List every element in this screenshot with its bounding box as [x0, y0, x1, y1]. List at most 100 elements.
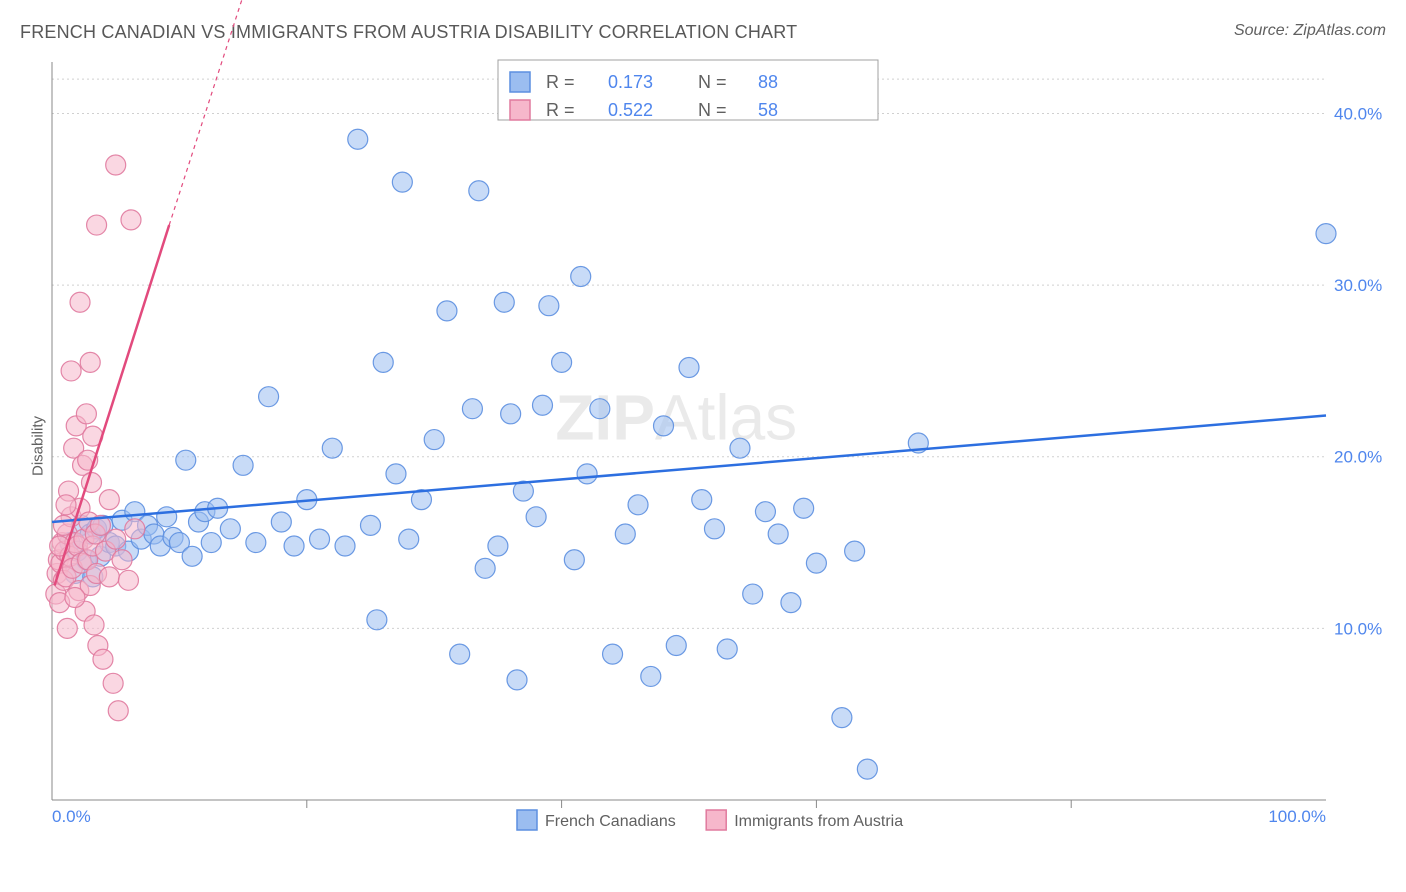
data-point: [641, 666, 661, 686]
data-point: [65, 587, 85, 607]
data-point: [692, 490, 712, 510]
data-point: [475, 558, 495, 578]
data-point: [392, 172, 412, 192]
data-point: [176, 450, 196, 470]
data-point: [93, 649, 113, 669]
data-point: [322, 438, 342, 458]
source-attribution: Source: ZipAtlas.com: [1234, 22, 1386, 40]
data-point: [233, 455, 253, 475]
data-point: [679, 357, 699, 377]
data-point: [424, 430, 444, 450]
data-point: [615, 524, 635, 544]
data-point: [125, 519, 145, 539]
data-point: [84, 615, 104, 635]
data-point: [108, 701, 128, 721]
data-point: [768, 524, 788, 544]
data-point: [577, 464, 597, 484]
data-point: [246, 533, 266, 553]
data-point: [628, 495, 648, 515]
data-point: [284, 536, 304, 556]
data-point: [564, 550, 584, 570]
data-point: [76, 404, 96, 424]
legend-r-label: R =: [546, 100, 575, 120]
legend-r-label: R =: [546, 72, 575, 92]
y-tick-label: 20.0%: [1334, 448, 1382, 467]
data-point: [450, 644, 470, 664]
data-point: [57, 618, 77, 638]
data-point: [157, 507, 177, 527]
data-point: [794, 498, 814, 518]
scatter-chart: 10.0%20.0%30.0%40.0%0.0%100.0%ZIPAtlasR …: [48, 58, 1386, 828]
data-point: [755, 502, 775, 522]
legend-swatch: [510, 72, 530, 92]
data-point: [106, 155, 126, 175]
data-point: [80, 352, 100, 372]
data-point: [781, 593, 801, 613]
data-point: [112, 550, 132, 570]
legend-series-label: Immigrants from Austria: [734, 813, 903, 830]
x-tick-label: 0.0%: [52, 807, 91, 826]
legend-r-value: 0.522: [608, 100, 653, 120]
data-point: [373, 352, 393, 372]
data-point: [654, 416, 674, 436]
data-point: [386, 464, 406, 484]
data-point: [99, 567, 119, 587]
plot-area: 10.0%20.0%30.0%40.0%0.0%100.0%ZIPAtlasR …: [48, 58, 1386, 828]
data-point: [259, 387, 279, 407]
data-point: [717, 639, 737, 659]
data-point: [70, 292, 90, 312]
data-point: [399, 529, 419, 549]
data-point: [494, 292, 514, 312]
data-point: [806, 553, 826, 573]
data-point: [462, 399, 482, 419]
legend-n-label: N =: [698, 100, 727, 120]
data-point: [348, 129, 368, 149]
y-axis-label: Disability: [30, 416, 47, 476]
data-point: [220, 519, 240, 539]
data-point: [121, 210, 141, 230]
data-point: [182, 546, 202, 566]
data-point: [590, 399, 610, 419]
data-point: [106, 529, 126, 549]
data-point: [61, 361, 81, 381]
data-point: [845, 541, 865, 561]
data-point: [743, 584, 763, 604]
data-point: [501, 404, 521, 424]
legend-series-label: French Canadians: [545, 813, 676, 830]
legend-swatch: [510, 100, 530, 120]
legend-r-value: 0.173: [608, 72, 653, 92]
data-point: [310, 529, 330, 549]
y-tick-label: 30.0%: [1334, 276, 1382, 295]
legend-n-label: N =: [698, 72, 727, 92]
data-point: [666, 636, 686, 656]
legend-n-value: 88: [758, 72, 778, 92]
chart-title: FRENCH CANADIAN VS IMMIGRANTS FROM AUSTR…: [20, 22, 797, 43]
data-point: [361, 515, 381, 535]
legend-swatch: [517, 810, 537, 830]
data-point: [271, 512, 291, 532]
chart-container: FRENCH CANADIAN VS IMMIGRANTS FROM AUSTR…: [0, 0, 1406, 892]
y-tick-label: 40.0%: [1334, 104, 1382, 123]
data-point: [603, 644, 623, 664]
data-point: [118, 570, 138, 590]
data-point: [832, 708, 852, 728]
data-point: [99, 490, 119, 510]
data-point: [532, 395, 552, 415]
data-point: [552, 352, 572, 372]
data-point: [526, 507, 546, 527]
data-point: [87, 215, 107, 235]
data-point: [539, 296, 559, 316]
x-tick-label: 100.0%: [1268, 807, 1326, 826]
legend-n-value: 58: [758, 100, 778, 120]
data-point: [1316, 224, 1336, 244]
data-point: [103, 673, 123, 693]
data-point: [730, 438, 750, 458]
data-point: [367, 610, 387, 630]
data-point: [56, 495, 76, 515]
data-point: [469, 181, 489, 201]
data-point: [437, 301, 457, 321]
data-point: [201, 533, 221, 553]
data-point: [507, 670, 527, 690]
data-point: [335, 536, 355, 556]
data-point: [488, 536, 508, 556]
